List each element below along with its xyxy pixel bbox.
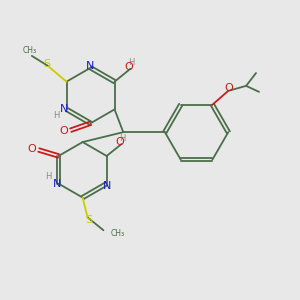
Text: CH₃: CH₃ [110,229,124,238]
Text: CH₃: CH₃ [23,46,37,56]
Text: O: O [124,62,133,72]
Text: H: H [119,134,126,142]
Text: H: H [46,172,52,181]
Text: O: O [115,137,124,147]
Text: O: O [224,83,233,93]
Text: N: N [52,179,61,189]
Text: S: S [85,215,92,225]
Text: S: S [43,59,50,69]
Text: N: N [86,61,95,71]
Text: O: O [28,144,36,154]
Text: N: N [60,104,69,114]
Text: H: H [128,58,135,67]
Text: O: O [59,126,68,136]
Text: N: N [103,181,111,191]
Text: H: H [53,111,60,120]
